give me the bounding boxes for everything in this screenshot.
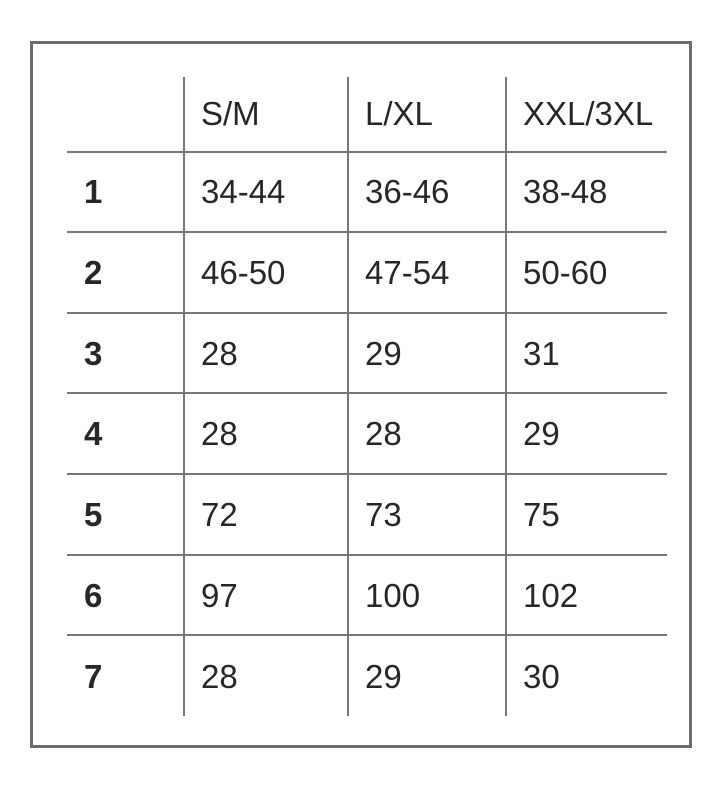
data-cell: 28	[183, 311, 348, 394]
header-row: S/M L/XL XXL/3XL	[67, 77, 667, 152]
data-cell: 46-50	[183, 231, 348, 313]
table-row: 5 72 73 75	[67, 473, 667, 555]
data-cell: 34-44	[183, 150, 348, 233]
data-cell: 47-54	[347, 231, 506, 313]
data-cell: 72	[183, 473, 348, 555]
table-row: 6 97 100 102	[67, 553, 667, 636]
row-number: 5	[67, 473, 184, 555]
data-cell: 38-48	[505, 150, 667, 233]
size-table: S/M L/XL XXL/3XL 1 34-44 36-46 38-48 2 4…	[67, 77, 667, 716]
col-header-sm: S/M	[183, 77, 348, 152]
data-cell: 97	[183, 553, 348, 636]
table-row: 7 28 29 30	[67, 634, 667, 716]
row-number: 7	[67, 634, 184, 716]
table-row: 2 46-50 47-54 50-60	[67, 231, 667, 313]
table-row: 4 28 28 29	[67, 392, 667, 475]
data-cell: 29	[347, 634, 506, 716]
data-cell: 36-46	[347, 150, 506, 233]
row-number: 4	[67, 392, 184, 475]
corner-cell	[67, 77, 184, 152]
data-cell: 73	[347, 473, 506, 555]
data-cell: 100	[347, 553, 506, 636]
row-number: 2	[67, 231, 184, 313]
row-number: 6	[67, 553, 184, 636]
data-cell: 30	[505, 634, 667, 716]
data-cell: 29	[505, 392, 667, 475]
size-chart-frame: S/M L/XL XXL/3XL 1 34-44 36-46 38-48 2 4…	[30, 41, 692, 748]
data-cell: 50-60	[505, 231, 667, 313]
table-row: 3 28 29 31	[67, 311, 667, 394]
data-cell: 28	[183, 634, 348, 716]
row-number: 3	[67, 311, 184, 394]
col-header-xxl3xl: XXL/3XL	[505, 77, 667, 152]
col-header-lxl: L/XL	[347, 77, 506, 152]
row-number: 1	[67, 150, 184, 233]
data-cell: 28	[347, 392, 506, 475]
data-cell: 29	[347, 311, 506, 394]
data-cell: 28	[183, 392, 348, 475]
data-cell: 102	[505, 553, 667, 636]
data-cell: 31	[505, 311, 667, 394]
data-cell: 75	[505, 473, 667, 555]
table-row: 1 34-44 36-46 38-48	[67, 150, 667, 233]
